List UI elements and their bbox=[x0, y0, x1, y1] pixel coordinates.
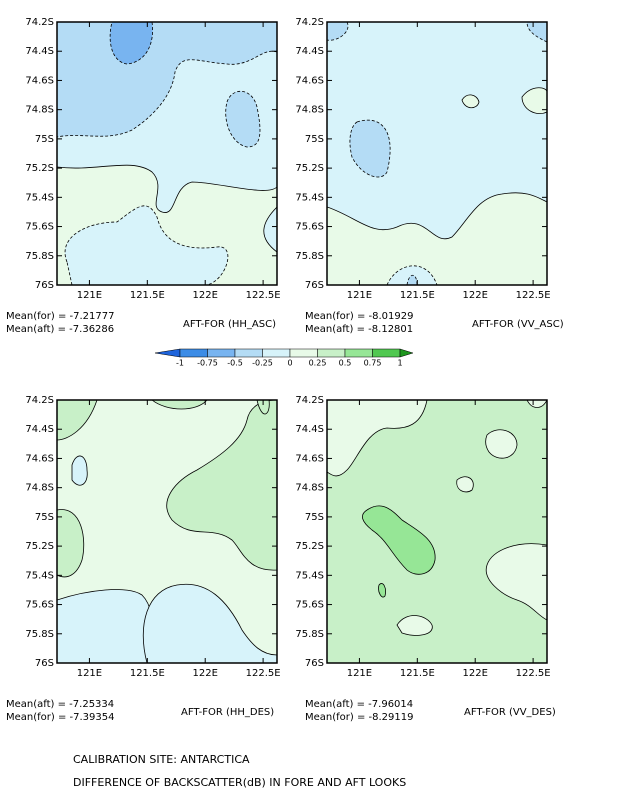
y-tick-label: 76S bbox=[35, 280, 54, 291]
y-tick-label: 76S bbox=[35, 658, 54, 669]
y-tick-label: 74.4S bbox=[25, 46, 54, 57]
x-tick-label: 122E bbox=[463, 668, 488, 679]
panel-title: AFT-FOR (HH_DES) bbox=[181, 707, 274, 718]
plot-frame bbox=[56, 21, 278, 286]
y-tick-label: 75.4S bbox=[25, 192, 54, 203]
y-tick-label: 74.6S bbox=[25, 75, 54, 86]
stat-line: Mean(for) = -8.29119 bbox=[305, 712, 414, 723]
x-tick-label: 121.5E bbox=[400, 290, 435, 301]
contour-field bbox=[57, 400, 277, 663]
y-tick-label: 75.2S bbox=[295, 541, 324, 552]
y-tick-label: 75S bbox=[35, 134, 54, 145]
y-tick-label: 74.8S bbox=[295, 483, 324, 494]
x-tick-label: 121.5E bbox=[130, 668, 165, 679]
y-tick-label: 74.2S bbox=[25, 395, 54, 406]
colorbar-label: 1 bbox=[397, 359, 402, 368]
y-tick-label: 75.6S bbox=[25, 222, 54, 233]
y-tick-label: 74.6S bbox=[25, 453, 54, 464]
y-tick-label: 75.4S bbox=[25, 570, 54, 581]
stat-line: Mean(aft) = -7.25334 bbox=[6, 699, 114, 710]
x-tick-label: 122.5E bbox=[246, 290, 281, 301]
y-tick-label: 74.2S bbox=[25, 17, 54, 28]
colorbar-label: 0.25 bbox=[309, 359, 327, 368]
colorbar-label: 0.75 bbox=[364, 359, 382, 368]
y-tick-label: 76S bbox=[305, 280, 324, 291]
y-tick-label: 75.6S bbox=[295, 222, 324, 233]
x-tick-label: 121E bbox=[347, 668, 372, 679]
colorbar-arrow bbox=[399, 348, 414, 358]
colorbar-label: 0.5 bbox=[339, 359, 352, 368]
panel-title: AFT-FOR (VV_DES) bbox=[464, 707, 556, 718]
stat-line: Mean(aft) = -8.12801 bbox=[305, 324, 413, 335]
y-tick-label: 75.4S bbox=[295, 192, 324, 203]
y-tick-label: 75.4S bbox=[295, 570, 324, 581]
y-tick-label: 75.2S bbox=[25, 541, 54, 552]
colorbar-label: -1 bbox=[176, 359, 184, 368]
y-tick-label: 76S bbox=[305, 658, 324, 669]
contour-field bbox=[327, 400, 547, 663]
y-tick-label: 75.2S bbox=[25, 163, 54, 174]
colorbar-label: -0.5 bbox=[227, 359, 243, 368]
colorbar-arrow bbox=[154, 348, 181, 358]
colorbar-box bbox=[344, 348, 373, 358]
plot-frame bbox=[326, 399, 548, 664]
y-tick-label: 74.8S bbox=[25, 105, 54, 116]
stat-line: Mean(aft) = -7.36286 bbox=[6, 324, 114, 335]
y-tick-label: 74.8S bbox=[295, 105, 324, 116]
y-tick-label: 74.4S bbox=[295, 424, 324, 435]
y-tick-label: 74.6S bbox=[295, 75, 324, 86]
plot-frame bbox=[56, 399, 278, 664]
y-tick-label: 74.8S bbox=[25, 483, 54, 494]
y-tick-label: 75S bbox=[305, 512, 324, 523]
y-tick-label: 75S bbox=[35, 512, 54, 523]
y-tick-label: 75.6S bbox=[25, 600, 54, 611]
footer-text: CALIBRATION SITE: ANTARCTICA bbox=[73, 753, 250, 766]
y-tick-label: 75.8S bbox=[25, 251, 54, 262]
x-tick-label: 121.5E bbox=[400, 668, 435, 679]
colorbar-box bbox=[289, 348, 318, 358]
panel-title: AFT-FOR (VV_ASC) bbox=[472, 319, 564, 330]
stat-line: Mean(for) = -7.21777 bbox=[6, 311, 115, 322]
x-tick-label: 122E bbox=[193, 668, 218, 679]
x-tick-label: 122.5E bbox=[516, 668, 551, 679]
colorbar-box bbox=[207, 348, 236, 358]
y-tick-label: 75.8S bbox=[25, 629, 54, 640]
y-tick-label: 74.4S bbox=[295, 46, 324, 57]
y-tick-label: 75S bbox=[305, 134, 324, 145]
colorbar-box bbox=[372, 348, 401, 358]
y-tick-label: 75.8S bbox=[295, 629, 324, 640]
x-tick-label: 122.5E bbox=[246, 668, 281, 679]
colorbar-label: -0.25 bbox=[252, 359, 273, 368]
panel-title: AFT-FOR (HH_ASC) bbox=[183, 319, 276, 330]
colorbar-box bbox=[179, 348, 208, 358]
y-tick-label: 74.2S bbox=[295, 395, 324, 406]
contour-field bbox=[327, 22, 547, 285]
y-tick-label: 74.4S bbox=[25, 424, 54, 435]
y-tick-label: 74.6S bbox=[295, 453, 324, 464]
stat-line: Mean(for) = -7.39354 bbox=[6, 712, 115, 723]
x-tick-label: 121E bbox=[347, 290, 372, 301]
plot-frame bbox=[326, 21, 548, 286]
y-tick-label: 74.2S bbox=[295, 17, 324, 28]
colorbar-label: -0.75 bbox=[197, 359, 218, 368]
stat-line: Mean(for) = -8.01929 bbox=[305, 311, 414, 322]
x-tick-label: 121E bbox=[77, 668, 102, 679]
y-tick-label: 75.8S bbox=[295, 251, 324, 262]
colorbar-label: 0 bbox=[287, 359, 292, 368]
y-tick-label: 75.6S bbox=[295, 600, 324, 611]
x-tick-label: 122E bbox=[193, 290, 218, 301]
colorbar-box bbox=[317, 348, 346, 358]
x-tick-label: 121.5E bbox=[130, 290, 165, 301]
colorbar-box bbox=[234, 348, 263, 358]
contour-field bbox=[57, 22, 277, 285]
colorbar-box bbox=[262, 348, 291, 358]
y-tick-label: 75.2S bbox=[295, 163, 324, 174]
x-tick-label: 121E bbox=[77, 290, 102, 301]
x-tick-label: 122E bbox=[463, 290, 488, 301]
x-tick-label: 122.5E bbox=[516, 290, 551, 301]
footer-text: DIFFERENCE OF BACKSCATTER(dB) IN FORE AN… bbox=[73, 776, 406, 789]
stat-line: Mean(aft) = -7.96014 bbox=[305, 699, 413, 710]
